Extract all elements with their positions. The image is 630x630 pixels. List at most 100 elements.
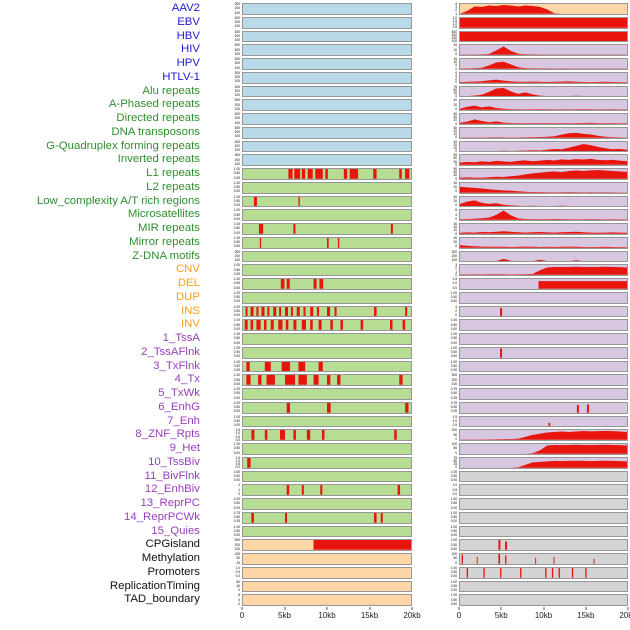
y-tick-label: 0.50 (450, 336, 457, 341)
track-label: G-Quadruplex forming repeats (46, 139, 200, 152)
track-panel (459, 346, 628, 359)
y-tick-label: 200 (234, 102, 240, 107)
track-label: HBV (176, 29, 200, 42)
y-axis-ticks: 75 50 25 0 (414, 456, 459, 470)
y-axis-ticks: 300 200 100 (205, 85, 242, 99)
x-tick (627, 607, 629, 610)
track-label: Methylation (141, 552, 200, 564)
y-tick-label: 0 (238, 491, 240, 496)
y-tick-label: 0 (455, 106, 457, 111)
y-tick-label: 0.50 (233, 528, 240, 533)
y-tick-label: 200 (234, 88, 240, 93)
track-label: INS (181, 304, 200, 317)
y-tick-label: 0.75 (450, 387, 457, 391)
y-axis-ticks: 90 60 30 0 (414, 153, 459, 167)
y-axis-ticks: 300 200 100 (205, 98, 242, 112)
y-tick-label: 0.00 (233, 381, 240, 386)
y-tick-label: 0.0 (235, 465, 240, 470)
x-tick-label: 10kb (318, 611, 336, 620)
y-tick-label: 2 (455, 266, 457, 271)
y-tick-label: 300 (234, 153, 240, 158)
y-axis-ticks: 100 50 0 (414, 442, 459, 456)
y-tick-label: 200 (234, 75, 240, 80)
y-tick-label: 0.00 (233, 299, 240, 304)
track-panel (459, 443, 628, 455)
track-panel (459, 99, 628, 111)
y-tick-label: 0.00 (450, 588, 457, 593)
y-tick-label: 30 (453, 125, 457, 130)
y-tick-label: 100 (451, 39, 457, 44)
y-axis-ticks: 40 20 0 (414, 236, 459, 250)
y-tick-label: 100 (234, 161, 240, 166)
track-label: CPGisland (145, 538, 200, 551)
y-tick-label: 0.5 (452, 285, 457, 290)
y-tick-label: 0.00 (233, 175, 240, 180)
y-tick-label: 1.0 (452, 281, 457, 286)
y-tick-label: 0.50 (233, 515, 240, 520)
y-tick-label: 40 (453, 115, 457, 120)
y-tick-label: 30 (453, 222, 457, 226)
y-tick-label: 0.5 (452, 25, 457, 30)
y-axis-ticks: 80 40 0 (205, 580, 242, 594)
y-tick-label: 0.50 (450, 350, 457, 355)
track-panel (242, 99, 412, 111)
track-row-dna-transposons: DNA transposons 300 200 100 30 20 10 0 (0, 126, 630, 140)
y-tick-label: 0.00 (450, 340, 457, 345)
y-tick-label: 0 (455, 80, 457, 85)
track-row-6-enhg: 6_EnhG 1.00 0.50 0.00 0.75 0.50 0.25 (0, 401, 630, 415)
track-row-g-quadruplex-forming-repeats: G-Quadruplex forming repeats 300 200 100 30 2… (0, 140, 630, 154)
y-axis-ticks: 1.0 0.5 0.0 (205, 566, 242, 580)
track-label: Directed repeats (116, 112, 200, 124)
track-label: 6_EnhG (158, 400, 200, 413)
y-tick-label: 0.00 (450, 326, 457, 331)
track-row-tad-boundary: TAD_boundary 8 4 0 1.00 0.50 0.00 (0, 593, 630, 607)
y-tick-label: 3 (455, 5, 457, 10)
y-tick-label: 1.5 (452, 277, 457, 281)
y-tick-label: 0 (455, 121, 457, 126)
y-tick-label: 1.5 (235, 428, 240, 433)
track-row-z-dna-motifs: Z-DNA motifs 300 200 100 300 200 100 (0, 250, 630, 264)
track-label: L1 repeats (146, 167, 200, 179)
y-tick-label: 0.00 (233, 423, 240, 428)
y-tick-label: 0 (455, 216, 457, 221)
y-axis-ticks: 1.00 0.50 0.00 (414, 566, 459, 580)
y-axis-ticks: 1.00 0.50 0.00 (205, 236, 242, 250)
track-label: 11_BivFlnk (144, 469, 200, 482)
y-tick-label: 1.00 (450, 565, 457, 570)
track-label: 8_ZNF_Rpts (135, 428, 200, 441)
track-panel (242, 140, 412, 153)
track-row-14-reprpcwk: 14_ReprPCWk 0.75 0.50 0.25 1.00 0.50 0.00 (0, 511, 630, 525)
track-row-methylation: Methylation 100 60 20 100 50 0 (0, 552, 630, 566)
track-panel (242, 278, 412, 290)
y-tick-label: 1.00 (233, 469, 240, 474)
y-tick-label: 200 (234, 6, 240, 11)
y-tick-label: 1.0 (235, 565, 240, 570)
y-tick-label: 1.00 (233, 208, 240, 213)
y-tick-label: 20 (236, 560, 240, 565)
y-tick-label: 1.00 (450, 469, 457, 474)
y-tick-label: 0.00 (450, 574, 457, 579)
y-axis-ticks: 20 10 0 (414, 43, 459, 57)
y-tick-label: 40 (453, 98, 457, 103)
y-tick-label: 100 (451, 442, 457, 446)
y-axis-ticks: 1.00 0.50 0.00 (205, 305, 242, 319)
y-tick-label: 100 (234, 65, 240, 70)
track-row-promoters: Promoters 1.0 0.5 0.0 1.00 0.50 0.00 (0, 566, 630, 580)
y-axis-ticks: 300 200 100 (205, 2, 242, 16)
y-tick-label: 1.00 (233, 387, 240, 391)
y-tick-label: 300 (234, 249, 240, 254)
track-panel (242, 374, 412, 386)
y-tick-label: 0 (455, 51, 457, 56)
y-tick-label: 0.00 (233, 189, 240, 194)
y-tick-label: 0.00 (450, 505, 457, 510)
y-tick-label: 0.50 (233, 281, 240, 286)
y-tick-label: 0.50 (233, 267, 240, 272)
x-tick-label: 20kb (403, 611, 421, 620)
y-tick-label: 1.00 (450, 593, 457, 598)
y-tick-label: 1.00 (233, 332, 240, 336)
y-axis-ticks: 75 50 25 0 (414, 85, 459, 99)
